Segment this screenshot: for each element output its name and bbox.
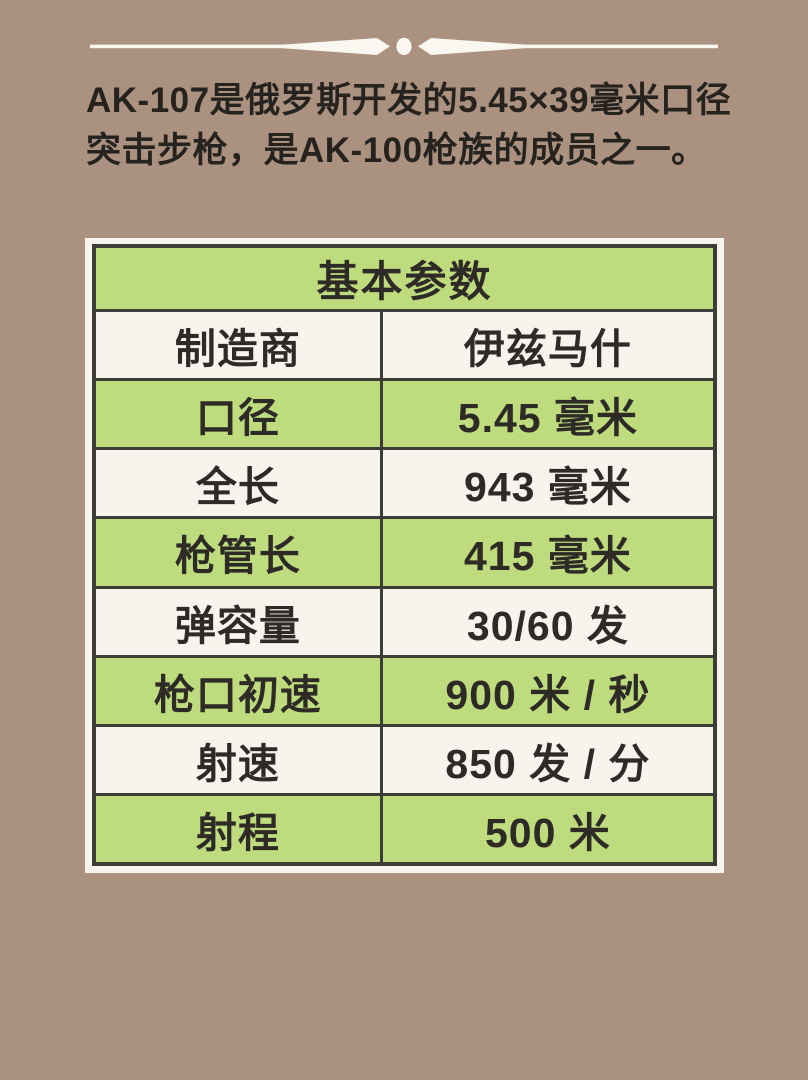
row-label: 弹容量	[174, 602, 301, 649]
table-row-muzzle-velocity: 枪口初速 900 米 / 秒	[96, 654, 713, 724]
row-label: 口径	[195, 395, 280, 442]
table-row-effective-range: 射程 500 米	[96, 792, 713, 862]
table-row-barrel-length: 枪管长 415 毫米	[96, 516, 713, 586]
spec-table-frame: 基本参数 制造商 伊兹马什 口径 5.45 毫米 全长 943 毫米 枪管长 4…	[92, 244, 717, 866]
row-value: 415 毫米	[379, 519, 713, 586]
row-value: 850 发 / 分	[379, 726, 713, 793]
intro-paragraph: AK-107是俄罗斯开发的5.45×39毫米口径 突击步枪，是AK-100枪族的…	[86, 76, 746, 176]
table-row-overall-length: 全长 943 毫米	[96, 447, 713, 517]
row-label: 制造商	[174, 326, 301, 373]
table-row-caliber: 口径 5.45 毫米	[96, 378, 713, 448]
intro-line-2: 突击步枪，是AK-100枪族的成员之一。	[86, 131, 707, 170]
table-title: 基本参数	[96, 248, 713, 312]
row-value: 943 毫米	[379, 450, 713, 517]
row-label: 枪口初速	[153, 671, 322, 718]
ornamental-divider-icon	[90, 37, 718, 55]
table-row-manufacturer: 制造商 伊兹马什	[96, 312, 713, 379]
row-label: 全长	[195, 464, 280, 511]
row-value: 5.45 毫米	[379, 381, 713, 448]
table-row-magazine-capacity: 弹容量 30/60 发	[96, 585, 713, 655]
row-label: 射速	[195, 740, 280, 787]
row-value: 伊兹马什	[379, 312, 713, 379]
intro-line-1: AK-107是俄罗斯开发的5.45×39毫米口径	[86, 81, 732, 120]
row-label: 射程	[195, 809, 280, 856]
row-value: 30/60 发	[379, 588, 713, 655]
table-row-rate-of-fire: 射速 850 发 / 分	[96, 723, 713, 793]
row-value: 900 米 / 秒	[379, 657, 713, 724]
row-label: 枪管长	[174, 533, 301, 580]
row-value: 500 米	[379, 795, 713, 862]
spec-table: 基本参数 制造商 伊兹马什 口径 5.45 毫米 全长 943 毫米 枪管长 4…	[85, 238, 724, 873]
